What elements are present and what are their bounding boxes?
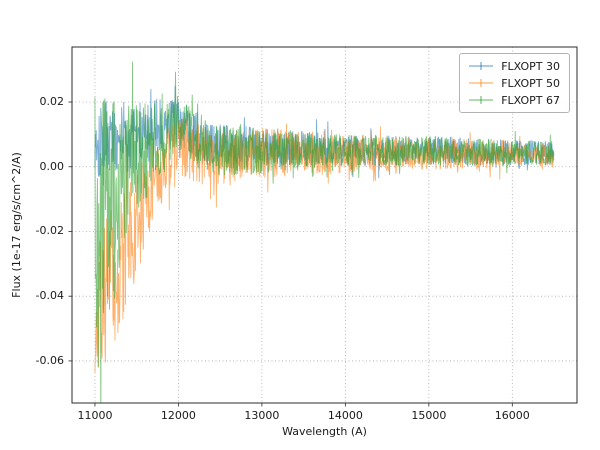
series-flxopt-67: [94, 61, 555, 403]
legend-label: FLXOPT 50: [501, 76, 560, 90]
legend-label: FLXOPT 67: [501, 93, 560, 107]
x-tick-label: 11000: [77, 409, 113, 422]
y-tick-label: -0.06: [35, 353, 64, 367]
y-axis-label: Flux (1e-17 erg/s/cm^2/A): [10, 152, 23, 298]
x-tick-label: 14000: [327, 409, 363, 422]
y-tick-label: -0.02: [35, 224, 64, 238]
legend-line-swatch: [469, 96, 494, 104]
x-tick-label: 13000: [244, 409, 280, 422]
legend-label: FLXOPT 30: [501, 59, 560, 73]
legend-entry-flxopt-67: FLXOPT 67: [467, 93, 560, 107]
legend-entry-flxopt-50: FLXOPT 50: [467, 76, 560, 90]
legend-line-swatch: [469, 79, 494, 87]
x-tick-label: 15000: [411, 409, 447, 422]
legend-line-swatch: [469, 62, 494, 70]
x-tick-label: 16000: [494, 409, 530, 422]
plot-spines: [71, 46, 578, 404]
x-tick-label: 12000: [160, 409, 196, 422]
x-axis-label: Wavelength (A): [282, 425, 367, 438]
y-tick-label: -0.04: [35, 289, 64, 303]
series-flxopt-50: [94, 114, 555, 373]
legend: FLXOPT 30 FLXOPT 50 FLXOPT 67: [459, 53, 570, 113]
legend-entry-flxopt-30: FLXOPT 30: [467, 59, 560, 73]
y-tick-label: 0.02: [39, 95, 65, 109]
y-tick-label: 0.00: [39, 159, 65, 173]
